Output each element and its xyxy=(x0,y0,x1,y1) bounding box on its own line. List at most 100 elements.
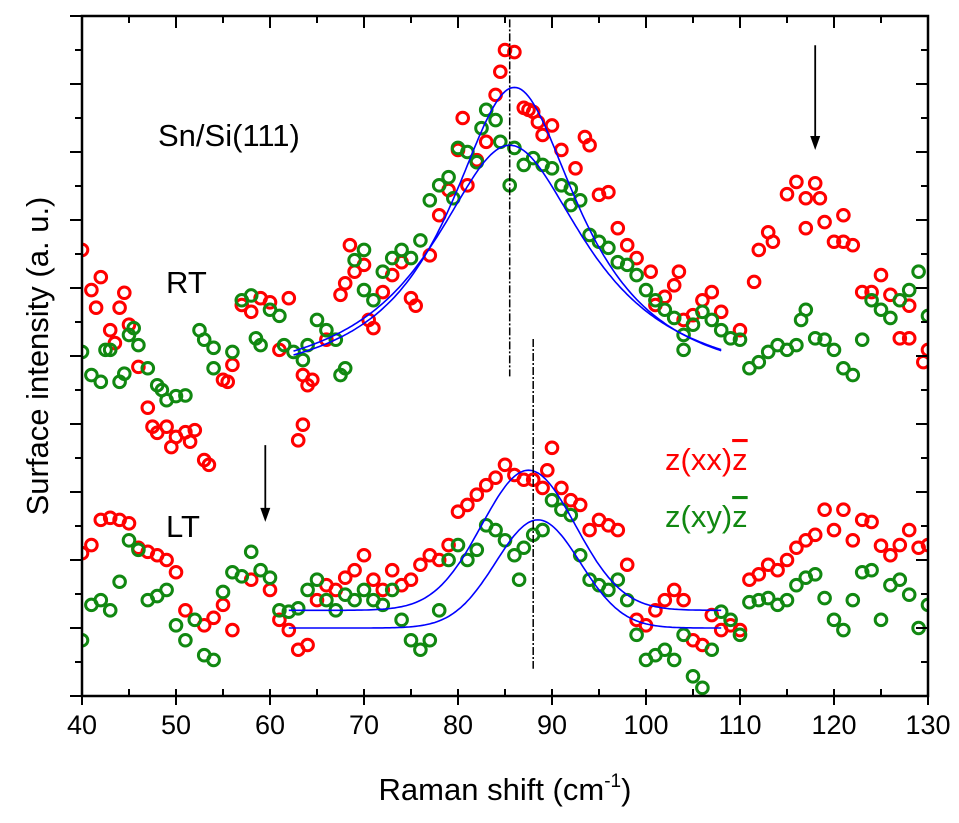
x-tick-label: 60 xyxy=(255,710,285,740)
data-point xyxy=(751,354,767,370)
data-point xyxy=(394,612,409,628)
data-point xyxy=(873,538,889,554)
data-point xyxy=(920,342,928,358)
data-point xyxy=(892,292,908,308)
data-point xyxy=(295,417,311,432)
fit-lt-xy xyxy=(288,519,722,629)
data-point xyxy=(281,290,297,306)
x-axis-label-main: Raman shift (cm xyxy=(379,772,605,807)
axes: 40 50 60 70 80 90 100 110 120 130 xyxy=(67,14,951,740)
data-point xyxy=(826,234,842,250)
data-point xyxy=(873,612,889,628)
data-point xyxy=(826,342,842,358)
data-point xyxy=(610,522,626,538)
data-point xyxy=(601,184,616,200)
data-point xyxy=(384,562,400,578)
data-point xyxy=(196,332,212,347)
data-point xyxy=(883,310,898,326)
data-point xyxy=(469,154,485,170)
data-point xyxy=(309,592,325,608)
data-point xyxy=(112,574,127,590)
data-point xyxy=(140,360,156,376)
data-point xyxy=(478,477,494,493)
data-point xyxy=(262,294,278,310)
data-point xyxy=(460,178,475,193)
annotation-sample: Sn/Si(111) xyxy=(158,118,300,153)
data-point xyxy=(431,552,447,568)
data-point xyxy=(704,642,720,658)
data-point xyxy=(666,310,682,326)
data-point xyxy=(93,269,109,285)
data-point xyxy=(469,542,485,558)
data-point xyxy=(511,572,527,588)
data-point xyxy=(544,161,560,176)
data-point xyxy=(93,592,109,608)
legend-entry-xy: z(xy)z xyxy=(665,499,748,534)
x-tick-label: 100 xyxy=(623,710,668,740)
data-point xyxy=(765,234,781,250)
data-point xyxy=(873,302,889,318)
data-point xyxy=(347,252,362,268)
data-point xyxy=(657,302,673,318)
data-point xyxy=(507,44,522,60)
data-point xyxy=(356,242,372,258)
data-point xyxy=(817,502,832,517)
data-point xyxy=(201,457,217,473)
data-point xyxy=(88,300,104,316)
data-point xyxy=(798,302,814,318)
data-point xyxy=(121,515,137,531)
data-point xyxy=(619,557,635,573)
data-point xyxy=(807,527,823,543)
data-point xyxy=(281,622,297,638)
annotation-lt: LT xyxy=(166,509,200,544)
data-point xyxy=(168,617,184,633)
data-point xyxy=(82,344,90,360)
data-point xyxy=(102,510,118,526)
data-point xyxy=(864,514,879,530)
data-point xyxy=(854,284,870,300)
data-point xyxy=(732,627,748,643)
data-point xyxy=(920,308,928,324)
data-point xyxy=(102,603,118,618)
data-point xyxy=(446,190,461,206)
data-point xyxy=(337,570,353,585)
data-point xyxy=(413,557,428,573)
data-point xyxy=(507,547,522,563)
data-point xyxy=(305,372,320,388)
series-group xyxy=(82,19,928,696)
x-tick-label: 80 xyxy=(443,710,473,740)
data-point xyxy=(864,292,879,308)
data-point xyxy=(276,337,292,353)
data-point xyxy=(845,532,861,548)
data-point xyxy=(892,537,908,553)
data-point xyxy=(713,604,729,619)
data-point xyxy=(206,652,221,668)
data-point xyxy=(431,207,447,223)
data-point xyxy=(469,487,485,503)
data-point xyxy=(131,542,146,558)
data-point xyxy=(601,240,616,256)
data-point xyxy=(488,522,503,538)
data-point xyxy=(356,582,372,598)
data-point xyxy=(234,569,250,584)
legend-xy-prefix: z(xy) xyxy=(665,499,732,534)
data-point xyxy=(798,190,814,206)
data-point xyxy=(516,157,532,173)
data-point xyxy=(290,600,306,616)
data-point xyxy=(563,181,579,197)
data-point xyxy=(319,332,334,347)
data-point xyxy=(413,642,428,658)
data-point xyxy=(798,220,814,236)
data-point xyxy=(178,388,193,403)
data-point xyxy=(779,592,795,608)
data-point xyxy=(460,497,475,513)
data-point xyxy=(676,327,691,343)
data-point xyxy=(375,582,391,598)
data-point xyxy=(272,612,287,628)
data-point xyxy=(789,577,804,593)
data-point xyxy=(836,502,851,517)
data-point xyxy=(159,582,174,598)
data-point xyxy=(619,257,635,273)
legend-xx-overlined: z xyxy=(732,442,748,477)
data-point xyxy=(845,592,861,608)
